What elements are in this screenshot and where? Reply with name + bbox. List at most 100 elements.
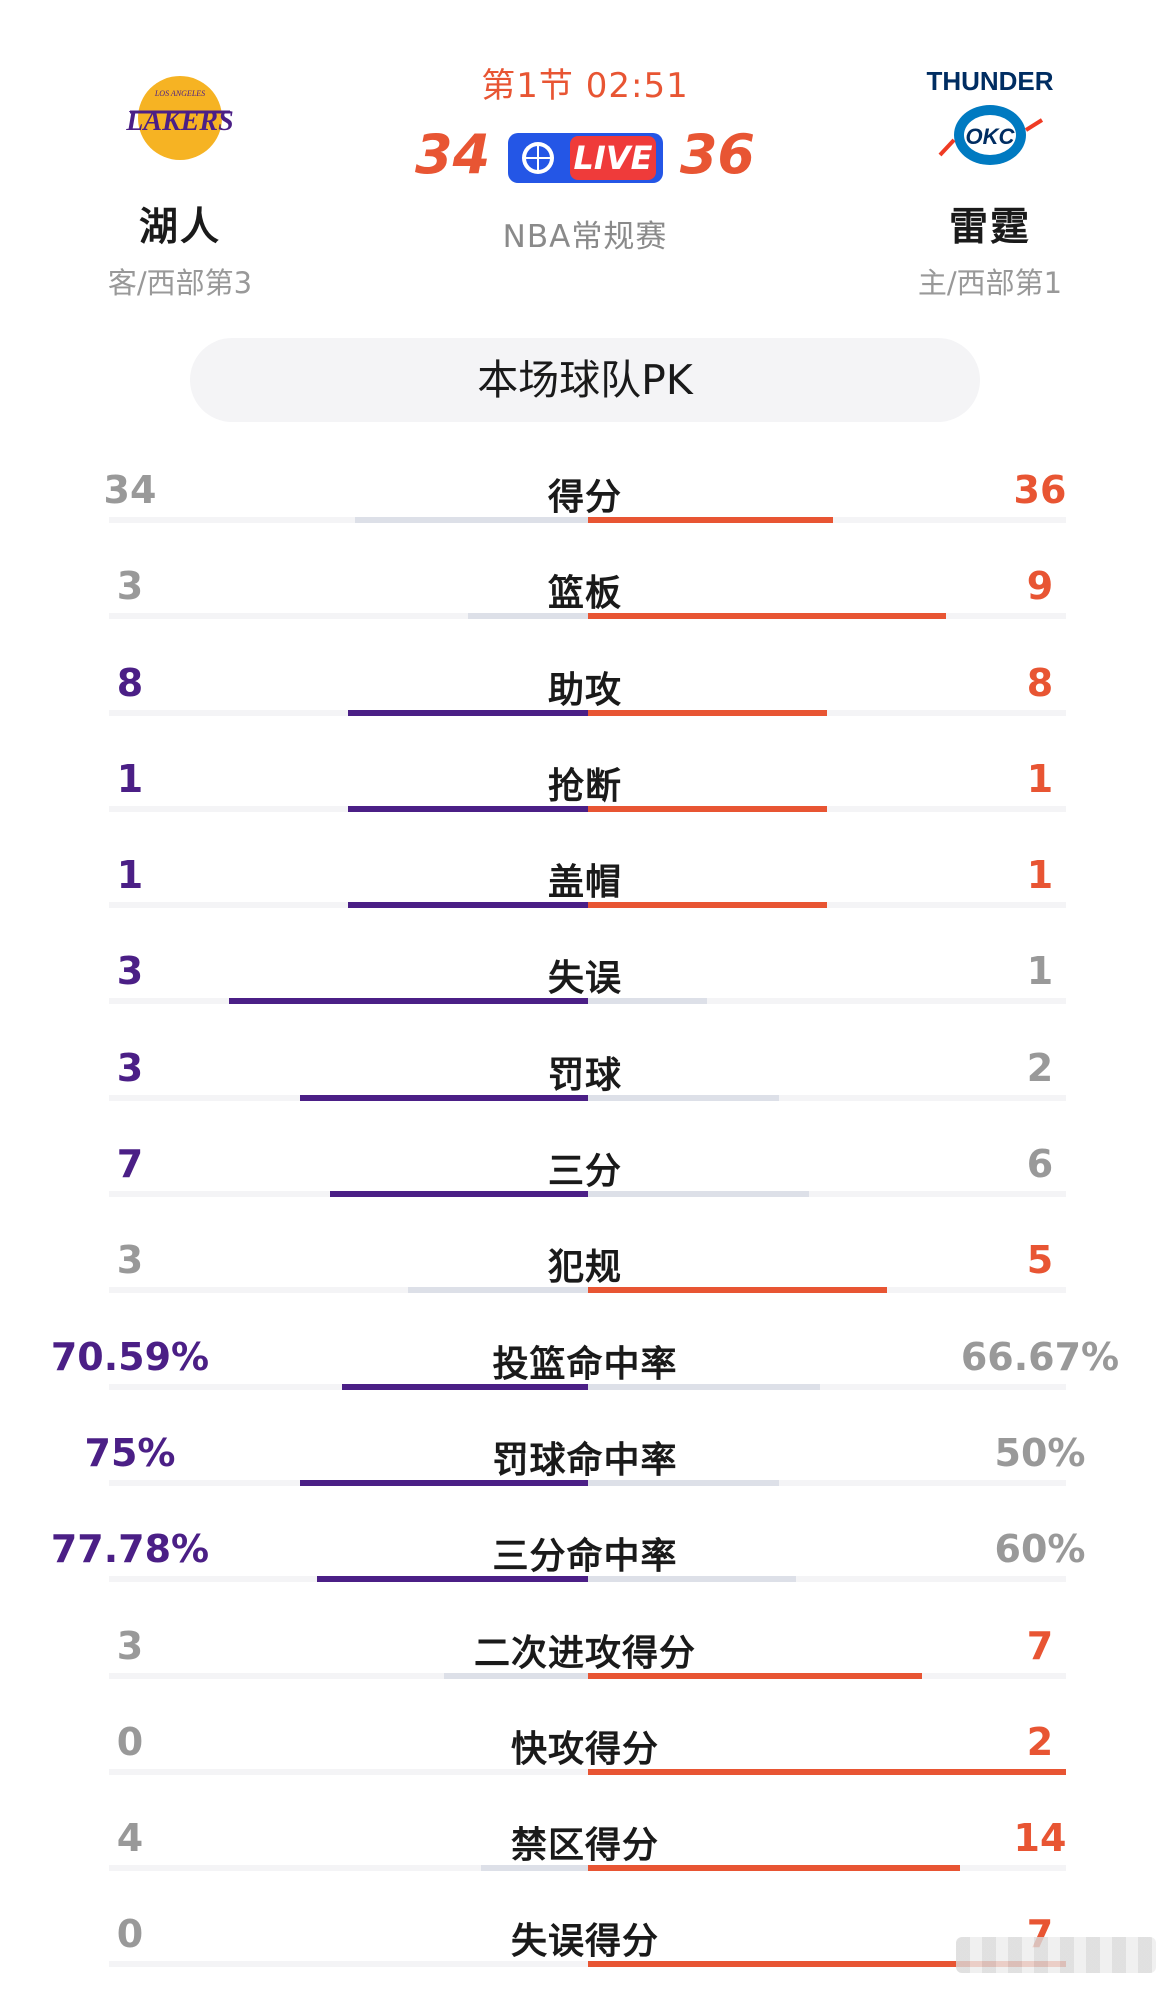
home-stat-bar [587, 998, 708, 1005]
stat-label: 失误得分 [510, 1921, 659, 1963]
stat-row: 1 盖帽 1 [0, 843, 1170, 939]
stat-label: 三分 [547, 1151, 622, 1193]
home-stat-bar [587, 1961, 1066, 1968]
home-stat-value: 66.67% [960, 1334, 1120, 1379]
stat-row: 3 失误 1 [0, 939, 1170, 1035]
home-stat-bar [587, 1094, 779, 1101]
score-row: 34 LIVE 36 [385, 123, 785, 193]
home-stat-value: 1 [1026, 853, 1054, 898]
stat-row: 8 助攻 8 [0, 651, 1170, 747]
stat-bar-track [109, 517, 1066, 523]
stat-label: 篮板 [547, 573, 622, 615]
stat-row: 1 抢断 1 [0, 747, 1170, 843]
home-stat-bar [587, 613, 947, 620]
thunder-logo-icon: THUNDER OKC [926, 66, 1054, 165]
away-stat-bar [481, 1865, 588, 1872]
home-stat-value: 6 [1026, 1142, 1054, 1187]
home-stat-bar [587, 1191, 809, 1198]
svg-text:THUNDER: THUNDER [926, 66, 1053, 96]
home-stat-bar [587, 1383, 821, 1390]
basketball-icon [522, 142, 554, 174]
home-stat-bar [587, 805, 827, 812]
stat-bar-track [109, 1383, 1066, 1390]
away-stat-bar [467, 613, 588, 620]
home-stat-value: 7 [1026, 1623, 1054, 1668]
stat-row: 0 快攻得分 2 [0, 1710, 1170, 1806]
live-button[interactable]: LIVE [508, 133, 663, 183]
home-team[interactable]: THUNDER OKC 雷霆 主/西部第1 [850, 60, 1130, 302]
away-stat-bar [228, 998, 588, 1005]
stat-row: 3 篮板 9 [0, 554, 1170, 650]
home-team-standing: 主/西部第1 [917, 266, 1063, 300]
away-stat-bar [330, 1191, 588, 1198]
stat-bar-track [109, 1672, 1066, 1679]
stat-label: 二次进攻得分 [473, 1632, 696, 1674]
stat-bar-track [109, 1191, 1066, 1198]
home-stat-value: 50% [994, 1430, 1086, 1475]
home-stat-bar [587, 902, 827, 909]
away-stat-bar [300, 1094, 588, 1101]
home-score: 36 [679, 123, 755, 186]
away-stat-value: 8 [116, 660, 144, 705]
stat-label: 失误 [547, 958, 622, 1000]
stat-bar-track [109, 1768, 1066, 1775]
away-stat-bar [348, 902, 588, 909]
stat-bar-track [109, 1094, 1066, 1101]
stat-label: 三分命中率 [492, 1536, 678, 1578]
stat-row: 3 犯规 5 [0, 1228, 1170, 1324]
stat-row: 4 禁区得分 14 [0, 1806, 1170, 1902]
home-team-name: 雷霆 [948, 205, 1031, 250]
away-stat-bar [300, 1479, 588, 1486]
stat-bar-track [109, 1479, 1066, 1486]
stat-label: 犯规 [547, 1247, 622, 1289]
stat-label: 抢断 [547, 765, 622, 807]
away-team-standing: 客/西部第3 [107, 266, 253, 300]
away-stat-bar [354, 517, 588, 523]
league-label: NBA常规赛 [502, 219, 668, 255]
stat-bar-track [109, 998, 1066, 1005]
home-stat-bar [587, 1287, 887, 1294]
away-team-name: 湖人 [138, 205, 221, 250]
away-stat-value: 7 [116, 1142, 144, 1187]
home-stat-value: 5 [1026, 1238, 1054, 1283]
stat-row: 3 二次进攻得分 7 [0, 1614, 1170, 1710]
stat-label: 罚球命中率 [492, 1439, 678, 1481]
stat-label: 得分 [547, 477, 622, 518]
home-stat-value: 36 [1013, 468, 1067, 512]
live-label: LIVE [570, 136, 656, 180]
home-stat-bar [587, 709, 827, 716]
stat-label: 罚球 [547, 1054, 622, 1096]
home-stat-value: 60% [994, 1527, 1086, 1572]
home-stat-bar [587, 1576, 796, 1583]
stat-row: 3 罚球 2 [0, 1036, 1170, 1132]
home-stat-value: 9 [1026, 564, 1054, 609]
stat-bar-track [109, 1576, 1066, 1583]
stats-list: 34 得分 36 3 篮板 9 8 助攻 8 1 抢断 1 1 盖帽 1 3 失误 1 3 罚球 2 7 三分 6 3 犯规 5 70… [0, 458, 1170, 1999]
away-stat-bar [348, 805, 588, 812]
stat-label: 快攻得分 [510, 1728, 659, 1770]
home-stat-bar [587, 1768, 1066, 1775]
stat-row: 77.78% 三分命中率 60% [0, 1517, 1170, 1613]
stat-bar-track [109, 709, 1066, 716]
home-stat-bar [587, 517, 834, 523]
away-stat-value: 70.59% [50, 1334, 210, 1379]
home-stat-bar [587, 1479, 779, 1486]
home-stat-bar [587, 1865, 960, 1872]
away-team[interactable]: LOS ANGELES LAKERS 湖人 客/西部第3 [40, 60, 320, 302]
lakers-logo-icon: LOS ANGELES LAKERS [125, 76, 234, 160]
stat-label: 禁区得分 [510, 1825, 659, 1867]
stat-label: 助攻 [547, 669, 622, 711]
stat-bar-track [109, 902, 1066, 909]
home-stat-value: 1 [1026, 949, 1054, 994]
stat-bar-track [109, 1961, 1066, 1968]
period-clock: 第1节 02:51 [481, 66, 689, 106]
away-stat-bar [444, 1672, 588, 1679]
stat-bar-track [109, 805, 1066, 812]
away-stat-value: 3 [116, 1238, 144, 1283]
stat-bar-track [109, 1287, 1066, 1294]
stat-row: 0 失误得分 7 [0, 1902, 1170, 1998]
away-stat-value: 0 [116, 1719, 144, 1764]
svg-text:LOS ANGELES: LOS ANGELES [154, 89, 205, 98]
svg-text:OKC: OKC [966, 124, 1016, 149]
away-stat-bar [341, 1383, 588, 1390]
